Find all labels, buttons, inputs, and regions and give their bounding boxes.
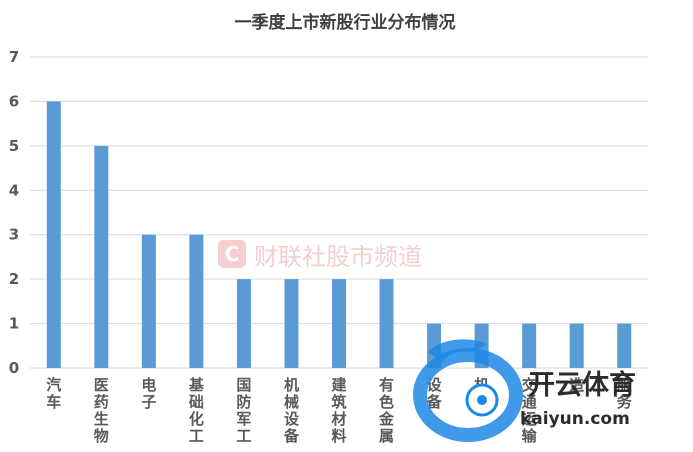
bar-电子: [141, 234, 156, 368]
y-axis-ticks: 0 1 2 3 4 5 6 7: [9, 48, 19, 377]
bar-有色金属: [379, 279, 394, 368]
chart-title: 一季度上市新股行业分布情况: [235, 12, 456, 33]
x-tick-label: 机械设备: [283, 376, 300, 445]
x-tick-label: 汽车: [46, 376, 61, 411]
brand-name-en: kaiyun.com: [520, 409, 630, 429]
bar-服务: [617, 323, 632, 368]
bar-汽车: [46, 101, 61, 368]
x-tick-label: 服务: [617, 376, 633, 411]
y-tick-label: 5: [9, 137, 19, 155]
bar-造: [569, 323, 584, 368]
y-tick-label: 4: [9, 181, 19, 199]
brand-swoosh: [413, 348, 523, 442]
bar-建筑材料: [332, 279, 346, 368]
x-tick-label: 交通运输: [522, 376, 538, 445]
y-tick-label: 3: [9, 226, 19, 244]
x-tick-label: 国防军工: [236, 376, 251, 445]
watermark-logo-letter: C: [225, 242, 240, 266]
y-tick-label: 7: [9, 48, 19, 66]
brand-logo: 开云体育 kaiyun.com: [413, 339, 636, 442]
watermark-logo: [218, 240, 246, 268]
watermark: C 财联社股市频道: [218, 240, 422, 271]
x-tick-label: 有色金属: [378, 376, 395, 445]
brand-ball-center: [477, 395, 487, 405]
y-tick-label: 1: [9, 315, 19, 333]
x-tick-label: 建筑材料: [330, 376, 347, 445]
x-tick-label: 电子: [141, 376, 156, 411]
watermark-text: 财联社股市频道: [254, 243, 422, 271]
x-tick-label: 造: [569, 376, 584, 394]
y-tick-label: 0: [9, 359, 19, 377]
y-tick-label: 6: [9, 92, 19, 110]
x-tick-label: 医药生物: [94, 376, 109, 445]
bar-国防军工: [236, 279, 251, 368]
y-tick-label: 2: [9, 270, 19, 288]
x-tick-label: 基础化工: [188, 376, 205, 445]
bar-机械设备: [284, 279, 299, 368]
bar-医药生物: [94, 145, 109, 368]
bar-交通运输: [522, 323, 537, 368]
bar-基础化工: [189, 234, 204, 368]
brand-name-cn: 开云体育: [528, 369, 636, 401]
x-axis-labels: 汽车医药生物电子基础化工国防军工机械设备建筑材料有色金属设备机交通运输造服务: [46, 376, 632, 445]
